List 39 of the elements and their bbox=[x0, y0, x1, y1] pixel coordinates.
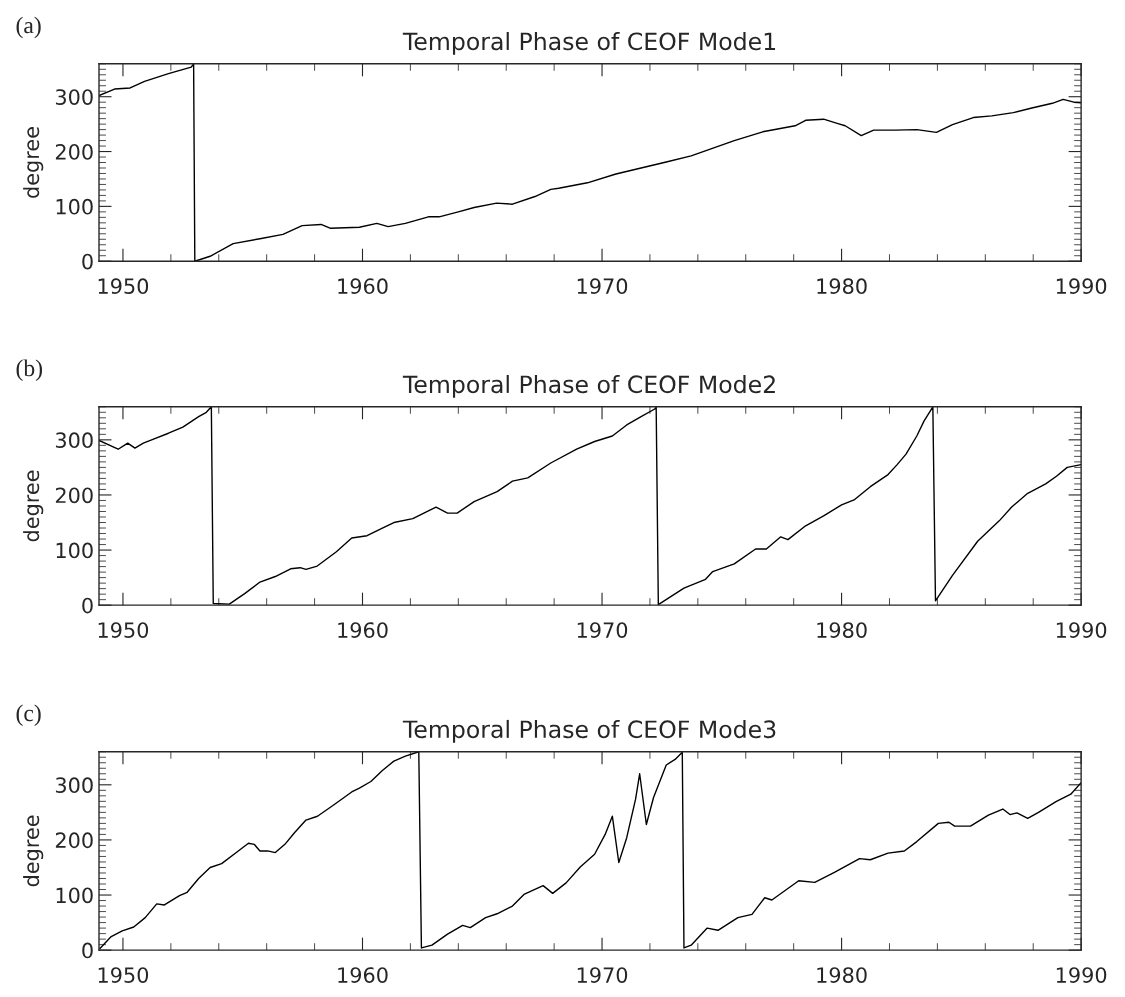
x-tick-label: 1950 bbox=[98, 278, 149, 295]
x-tick-label: 1980 bbox=[817, 622, 867, 638]
y-tick-label: 300 bbox=[55, 777, 93, 794]
x-tick-label: 1970 bbox=[577, 967, 628, 983]
chart-title: Temporal Phase of CEOF Mode1 bbox=[402, 31, 776, 55]
x-tick-label: 1980 bbox=[817, 967, 867, 983]
line-series bbox=[99, 751, 1082, 950]
y-tick-label: 0 bbox=[82, 597, 93, 614]
y-tick-label: 0 bbox=[82, 253, 93, 270]
x-tick-label: 1990 bbox=[1056, 622, 1107, 638]
x-tick-label: 1980 bbox=[817, 278, 867, 295]
x-tick-label: 1960 bbox=[338, 278, 388, 295]
y-tick-label: 200 bbox=[55, 144, 93, 160]
line-series bbox=[99, 63, 1082, 262]
text: (c) bbox=[16, 704, 41, 726]
chart-title: Temporal Phase of CEOF Mode2 bbox=[402, 374, 775, 398]
y-axis-title: degree bbox=[23, 470, 44, 542]
x-tick-label: 1970 bbox=[577, 278, 628, 295]
y-tick-label: 200 bbox=[55, 487, 93, 504]
y-tick-label: 300 bbox=[55, 89, 93, 105]
x-tick-label: 1970 bbox=[577, 622, 628, 638]
x-tick-label: 1990 bbox=[1056, 967, 1107, 983]
y-tick-label: 100 bbox=[56, 198, 93, 215]
line-series bbox=[99, 406, 1082, 606]
text: (b) bbox=[16, 359, 43, 381]
x-tick-label: 1950 bbox=[98, 967, 149, 983]
text: (a) bbox=[16, 16, 41, 39]
y-axis-title: degree bbox=[23, 815, 44, 887]
x-tick-label: 1950 bbox=[98, 622, 149, 638]
y-axis-title: degree bbox=[23, 127, 44, 198]
y-tick-label: 100 bbox=[56, 542, 93, 559]
x-tick-label: 1960 bbox=[338, 967, 388, 983]
y-tick-label: 300 bbox=[55, 432, 93, 449]
y-tick-label: 200 bbox=[55, 832, 93, 849]
x-tick-label: 1990 bbox=[1056, 278, 1107, 295]
y-tick-label: 100 bbox=[56, 887, 93, 904]
x-tick-label: 1960 bbox=[338, 622, 388, 638]
chart-title: Temporal Phase of CEOF Mode3 bbox=[402, 719, 776, 743]
y-tick-label: 0 bbox=[82, 942, 93, 959]
